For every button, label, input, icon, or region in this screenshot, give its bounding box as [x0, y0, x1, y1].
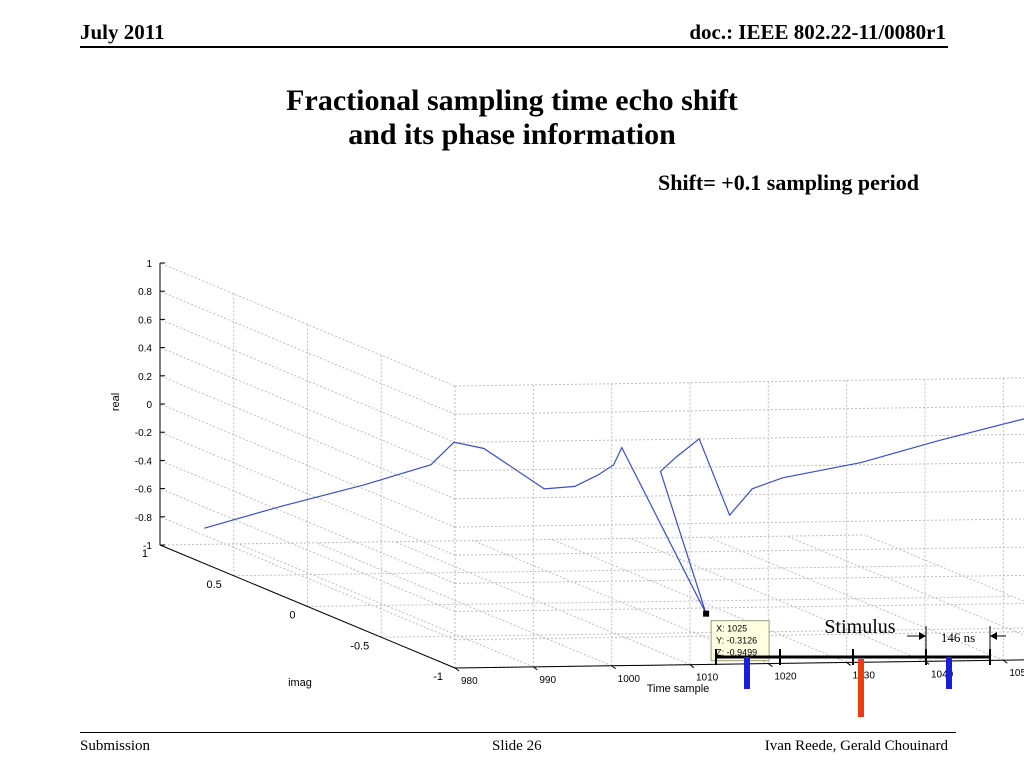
grid-line — [159, 534, 866, 546]
pulse-echo-right — [946, 657, 952, 689]
z-tick-label: -1 — [143, 541, 152, 552]
x-tick — [611, 665, 616, 670]
x-tick — [846, 662, 851, 666]
grid-line — [454, 405, 1024, 415]
plot-curve — [204, 418, 1024, 614]
z-tick-label: 0.4 — [138, 344, 152, 355]
grid-line — [159, 488, 456, 613]
z-tick-label: 1 — [146, 259, 152, 270]
x-tick-label: 1010 — [696, 673, 719, 684]
z-tick-label: 0 — [146, 400, 152, 411]
y-tick-label: 0.5 — [206, 579, 221, 591]
interval-label: 146 ns — [941, 630, 975, 645]
datatip-y-label: Y: -0.3126 — [716, 636, 757, 646]
datatip-marker — [703, 610, 710, 617]
footer-submission: Submission — [80, 738, 151, 754]
datatip: X: 1025 Y: -0.3126 Z: -0.9499 — [703, 610, 770, 662]
footer-slide-number: Slide 26 — [492, 738, 542, 754]
x-tick — [689, 664, 695, 669]
slide-subtitle: Shift= +0.1 sampling period — [658, 170, 920, 195]
title-line-1: Fractional sampling time echo shift — [286, 84, 738, 117]
x-tick — [454, 667, 460, 672]
grid-line — [454, 518, 1024, 528]
datatip-x-label: X: 1025 — [716, 624, 747, 634]
y-axis-line — [159, 544, 456, 669]
grid-line — [238, 543, 534, 668]
stimulus-diagram: Stimulus 146 ns — [715, 616, 1006, 717]
x-tick-label: 1050 — [1009, 668, 1024, 679]
z-tick-label: -0.6 — [135, 485, 153, 496]
plot-tick-labels: -1-0.8-0.6-0.4-0.200.20.40.60.81-1-0.500… — [135, 259, 1024, 687]
x-tick-label: 1020 — [774, 672, 797, 683]
grid-line — [307, 596, 1013, 607]
interval-arrowhead-right — [990, 632, 997, 640]
z-tick-label: 0.8 — [138, 287, 152, 298]
grid-line — [316, 542, 612, 667]
z-tick-label: -0.8 — [135, 513, 153, 524]
xlabel: Time sample — [647, 683, 710, 695]
grid-line — [159, 431, 456, 556]
pulse-stimulus — [858, 659, 864, 717]
series-line — [204, 418, 1024, 614]
x-tick-label: 1040 — [931, 669, 954, 680]
y-tick-label: -1 — [433, 671, 443, 683]
footer-authors: Ivan Reede, Gerald Chouinard — [764, 738, 948, 754]
grid-line — [394, 541, 691, 666]
grid-line — [454, 462, 1024, 472]
plot-axes — [159, 262, 1024, 672]
grid-line — [629, 537, 926, 662]
x-tick — [533, 666, 538, 671]
y-tick-label: 1 — [142, 548, 148, 560]
grid-line — [454, 490, 1024, 500]
interval-arrowhead-left — [919, 632, 926, 640]
grid-line — [454, 377, 1024, 387]
datatip-box — [710, 620, 770, 662]
x-tick-label: 1030 — [853, 670, 876, 681]
grid-line — [454, 546, 1024, 556]
grid-line — [454, 631, 1024, 641]
zlabel: real — [110, 393, 122, 411]
x-axis-line — [454, 659, 1024, 669]
x-tick-label: 1000 — [618, 674, 641, 685]
z-tick-label: 0.2 — [138, 372, 152, 383]
grid-line — [159, 516, 456, 641]
x-tick — [1003, 659, 1008, 664]
grid-line — [159, 459, 456, 584]
grid-line — [159, 403, 456, 528]
grid-line — [159, 375, 456, 500]
grid-line — [454, 433, 1024, 443]
datatip-z-label: Z: -0.9499 — [716, 648, 757, 658]
plot-grid — [159, 262, 1024, 669]
grid-line — [381, 627, 1024, 638]
grid-line — [233, 565, 939, 577]
grid-line — [159, 318, 456, 443]
axis-labels: real imag Time sample — [110, 393, 709, 695]
grid-line — [159, 347, 456, 472]
x-tick-label: 980 — [461, 676, 478, 687]
plot-3d: -1-0.8-0.6-0.4-0.200.20.40.60.81-1-0.500… — [110, 259, 1024, 717]
y-tick-label: 0 — [289, 610, 295, 622]
stimulus-label: Stimulus — [824, 616, 895, 638]
grid-line — [708, 536, 1004, 661]
header-rule — [80, 46, 948, 48]
ylabel: imag — [288, 677, 312, 689]
header-doc-number: doc.: IEEE 802.22-11/0080r1 — [689, 20, 946, 44]
slide-title: Fractional sampling time echo shift and … — [0, 84, 1024, 152]
z-tick-label: -0.4 — [135, 456, 153, 467]
x-tick-label: 990 — [539, 675, 556, 686]
title-line-2: and its phase information — [348, 118, 676, 151]
grid-line — [159, 290, 456, 415]
z-tick-label: 0.6 — [138, 315, 152, 326]
grid-line — [551, 538, 847, 663]
z-tick-label: -0.2 — [135, 428, 153, 439]
grid-line — [159, 262, 456, 387]
y-tick-label: -0.5 — [350, 640, 369, 652]
grid-line — [454, 603, 1024, 613]
x-tick — [768, 663, 773, 667]
grid-line — [454, 574, 1024, 584]
pulse-echo-left — [744, 657, 750, 689]
footer-rule — [80, 732, 956, 733]
header-date: July 2011 — [80, 20, 165, 44]
